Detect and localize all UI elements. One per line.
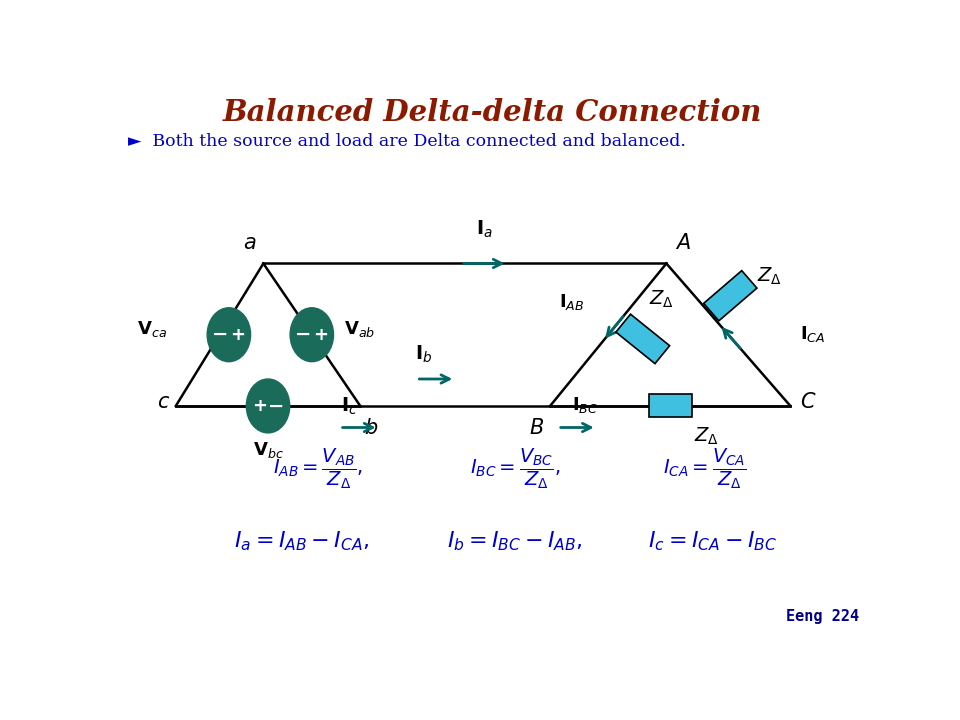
- Text: −: −: [269, 397, 285, 415]
- Text: c: c: [156, 392, 168, 412]
- Text: b: b: [364, 418, 377, 438]
- Text: −: −: [212, 325, 228, 344]
- Text: $\mathbf{I}_{AB}$: $\mathbf{I}_{AB}$: [559, 292, 584, 312]
- Ellipse shape: [247, 379, 290, 433]
- Text: $\mathbf{V}_{bc}$: $\mathbf{V}_{bc}$: [252, 440, 283, 460]
- Polygon shape: [704, 271, 756, 321]
- Text: $Z_\Delta$: $Z_\Delta$: [757, 266, 782, 287]
- Text: $I_{BC} = \dfrac{V_{BC}}{Z_\Delta},$: $I_{BC} = \dfrac{V_{BC}}{Z_\Delta},$: [470, 446, 561, 492]
- Text: $\mathbf{I}_{BC}$: $\mathbf{I}_{BC}$: [572, 395, 598, 415]
- Text: C: C: [800, 392, 814, 412]
- Text: +: +: [229, 325, 245, 343]
- Ellipse shape: [207, 307, 251, 361]
- Text: $I_c = I_{CA} - I_{BC}$: $I_c = I_{CA} - I_{BC}$: [648, 529, 778, 553]
- Polygon shape: [616, 314, 670, 364]
- Text: $I_{CA} = \dfrac{V_{CA}}{Z_\Delta}$: $I_{CA} = \dfrac{V_{CA}}{Z_\Delta}$: [663, 446, 747, 492]
- Text: $\mathbf{I}_b$: $\mathbf{I}_b$: [416, 344, 433, 365]
- Text: −: −: [295, 325, 311, 344]
- Text: $Z_\Delta$: $Z_\Delta$: [693, 426, 718, 447]
- Text: ►  Both the source and load are Delta connected and balanced.: ► Both the source and load are Delta con…: [128, 132, 685, 150]
- Polygon shape: [649, 395, 691, 418]
- Text: Eeng 224: Eeng 224: [786, 609, 859, 624]
- Text: +: +: [313, 325, 327, 343]
- Ellipse shape: [290, 307, 333, 361]
- Text: $I_a = I_{AB} - I_{CA},$: $I_a = I_{AB} - I_{CA},$: [234, 529, 370, 553]
- Text: $\mathbf{V}_{ab}$: $\mathbf{V}_{ab}$: [345, 318, 375, 338]
- Text: a: a: [243, 233, 255, 253]
- Text: B: B: [530, 418, 544, 438]
- Text: $I_b = I_{BC} - I_{AB},$: $I_b = I_{BC} - I_{AB},$: [447, 529, 583, 553]
- Text: $\mathbf{I}_c$: $\mathbf{I}_c$: [341, 395, 357, 417]
- Text: $\mathbf{I}_{CA}$: $\mathbf{I}_{CA}$: [800, 324, 825, 343]
- Text: Balanced Delta-delta Connection: Balanced Delta-delta Connection: [223, 98, 761, 127]
- Text: $\mathbf{I}_a$: $\mathbf{I}_a$: [476, 219, 492, 240]
- Text: $Z_\Delta$: $Z_\Delta$: [649, 288, 674, 310]
- Text: $\mathbf{V}_{ca}$: $\mathbf{V}_{ca}$: [136, 318, 166, 338]
- Text: A: A: [676, 233, 690, 253]
- Text: +: +: [252, 397, 267, 415]
- Text: $I_{AB} = \dfrac{V_{AB}}{Z_\Delta},$: $I_{AB} = \dfrac{V_{AB}}{Z_\Delta},$: [273, 446, 363, 492]
